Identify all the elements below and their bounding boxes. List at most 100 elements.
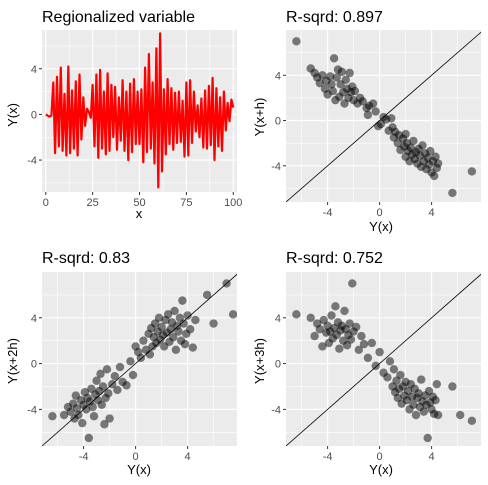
scatter-point bbox=[433, 159, 443, 168]
plot-area-2: -4 0 4 -4 0 4 bbox=[271, 30, 481, 219]
scatter-point bbox=[414, 389, 423, 398]
scatter-point bbox=[315, 325, 324, 334]
scatter-point bbox=[328, 86, 337, 96]
scatter-point bbox=[350, 86, 360, 96]
scatter-point bbox=[433, 410, 443, 420]
scatter-point bbox=[157, 322, 166, 332]
x-tick-label: 4 bbox=[429, 451, 435, 463]
scatter-point bbox=[431, 152, 440, 161]
scatter-point bbox=[126, 357, 135, 366]
scatter-point bbox=[74, 410, 83, 420]
y-axis-label: Y(x+2h) bbox=[5, 338, 20, 384]
scatter-point bbox=[174, 327, 183, 336]
scatter-point bbox=[388, 123, 397, 132]
scatter-point bbox=[169, 333, 178, 342]
scatter-point bbox=[100, 420, 109, 429]
x-tick-label: 0 bbox=[377, 451, 383, 463]
scatter-point bbox=[97, 400, 107, 409]
plot-area-4: -4 0 4 -4 0 4 bbox=[271, 272, 481, 463]
scatter-point bbox=[401, 129, 410, 139]
scatter-point bbox=[108, 379, 117, 389]
scatter-point bbox=[115, 362, 125, 372]
y-tick-label: -4 bbox=[27, 404, 37, 416]
y-tick-label: 0 bbox=[275, 116, 281, 128]
y-axis-label: Y(x+3h) bbox=[252, 338, 267, 384]
scatter-point bbox=[345, 319, 354, 328]
y-tick-label: 4 bbox=[31, 313, 37, 325]
scatter-point bbox=[432, 379, 441, 389]
scatter-point bbox=[385, 357, 395, 366]
panel-lag-1: R-sqrd: 0.897 Y(x) Y(x+h) bbox=[252, 9, 393, 234]
scatter-point bbox=[171, 345, 181, 355]
scatter-point bbox=[98, 382, 108, 391]
scatter-point bbox=[357, 331, 366, 341]
scatter-point bbox=[363, 110, 373, 120]
scatter-point bbox=[368, 99, 378, 108]
scatter-point bbox=[327, 311, 336, 320]
y-tick-label: 0 bbox=[275, 359, 281, 371]
scatter-point bbox=[72, 404, 82, 413]
reference-line bbox=[286, 273, 481, 446]
scatter-point bbox=[359, 339, 369, 349]
scatter-point bbox=[448, 382, 457, 391]
scatter-point bbox=[371, 361, 380, 371]
scatter-point bbox=[48, 412, 57, 421]
y-tick-label: 4 bbox=[275, 70, 281, 82]
scatter-point bbox=[418, 141, 427, 150]
scatter-point bbox=[467, 416, 477, 426]
x-tick-label: 50 bbox=[133, 197, 145, 209]
x-tick-label: 4 bbox=[429, 207, 435, 219]
scatter-point bbox=[136, 353, 145, 363]
chart-title: R-sqrd: 0.83 bbox=[42, 250, 130, 267]
scatter-point bbox=[348, 279, 357, 288]
scatter-point bbox=[383, 373, 392, 382]
scatter-point bbox=[345, 68, 354, 78]
scatter-point bbox=[448, 188, 457, 198]
scatter-point bbox=[331, 302, 340, 311]
scatter-point bbox=[154, 313, 164, 322]
series-line-1 bbox=[45, 32, 235, 189]
y-tick-label: -4 bbox=[27, 155, 37, 167]
scatter-point bbox=[318, 342, 327, 351]
scatter-point bbox=[292, 37, 301, 46]
scatter-point bbox=[426, 146, 435, 156]
scatter-point bbox=[430, 171, 439, 181]
scatter-point bbox=[346, 335, 356, 344]
scatter-point bbox=[179, 319, 188, 328]
x-tick-label: 75 bbox=[180, 197, 192, 209]
scatter-point bbox=[409, 400, 418, 409]
panel-regionalized-variable: Regionalized variable x Y(x) bbox=[5, 9, 195, 221]
x-tick-label: -4 bbox=[79, 451, 89, 463]
x-tick-label: 0 bbox=[43, 197, 49, 209]
scatter-point bbox=[202, 290, 212, 300]
scatter-point bbox=[409, 136, 418, 146]
scatter-point bbox=[170, 306, 179, 316]
scatter-point bbox=[89, 412, 99, 421]
scatter-point bbox=[228, 310, 237, 319]
x-tick-label: -4 bbox=[323, 451, 333, 463]
y-tick-label: 0 bbox=[31, 109, 37, 121]
chart-title: R-sqrd: 0.752 bbox=[286, 250, 383, 267]
scatter-point bbox=[66, 407, 75, 416]
x-axis-label: Y(x) bbox=[127, 462, 151, 477]
x-tick-label: 100 bbox=[224, 197, 242, 209]
scatter-point bbox=[102, 365, 112, 374]
plot-area-3: -4 0 4 -4 0 4 bbox=[27, 272, 237, 463]
scatter-point bbox=[340, 306, 349, 316]
scatter-point bbox=[315, 78, 324, 88]
y-tick-label: 4 bbox=[31, 64, 37, 76]
scatter-point bbox=[92, 376, 101, 385]
scatter-point bbox=[327, 80, 336, 89]
scatter-point bbox=[389, 365, 399, 374]
chart-title: R-sqrd: 0.897 bbox=[286, 9, 383, 26]
scatter-point bbox=[145, 350, 155, 359]
scatter-point bbox=[183, 311, 192, 320]
scatter-point bbox=[104, 389, 113, 398]
scatter-point bbox=[180, 339, 190, 349]
scatter-point bbox=[419, 407, 428, 416]
scatter-point bbox=[191, 315, 200, 325]
scatter-point bbox=[411, 410, 421, 420]
scatter-point bbox=[163, 310, 173, 319]
scatter-point bbox=[431, 396, 440, 405]
panel-lag-2: R-sqrd: 0.83 Y(x) Y(x+2h) bbox=[5, 250, 151, 477]
